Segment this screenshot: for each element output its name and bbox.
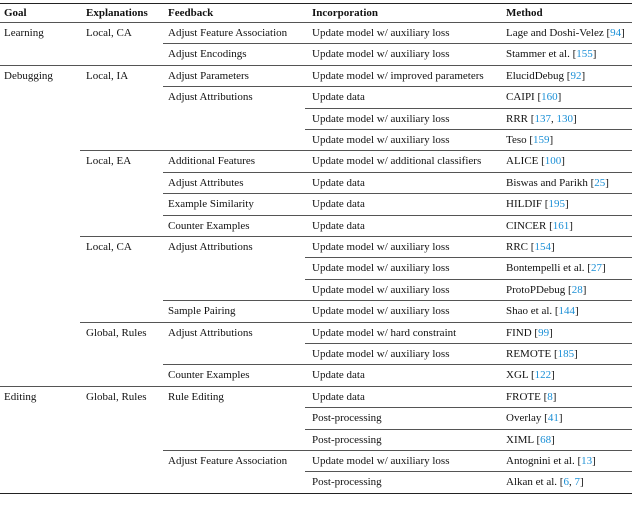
- incorporation-cell: Post-processing: [312, 412, 382, 425]
- method-cell: FIND [99]: [506, 326, 553, 339]
- column-header: Goal: [4, 7, 27, 19]
- explanation-cell: Local, CA: [86, 241, 132, 253]
- table-rule: [0, 64, 632, 66]
- table-rule: [80, 150, 632, 152]
- feedback-cell: Adjust Attributions: [168, 326, 253, 339]
- method-cell: XGL [122]: [506, 369, 555, 382]
- feedback-cell: Adjust Attributions: [168, 91, 253, 104]
- table-rule: [0, 22, 632, 23]
- feedback-cell: Counter Examples: [168, 369, 250, 382]
- table-rule: [80, 236, 632, 237]
- incorporation-cell: Update data: [312, 369, 365, 382]
- table-rule: [163, 86, 632, 88]
- incorporation-cell: Update model w/ auxiliary loss: [312, 241, 450, 253]
- incorporation-cell: Update model w/ auxiliary loss: [312, 348, 450, 360]
- method-cell: ElucidDebug [92]: [506, 69, 586, 82]
- table-rule: [0, 385, 632, 387]
- method-cell: ProtoPDebug [28]: [506, 283, 587, 296]
- goal-cell: Debugging: [4, 69, 53, 82]
- feedback-cell: Additional Features: [168, 155, 256, 168]
- table-rule: [80, 321, 632, 323]
- table-rule: [163, 193, 632, 195]
- table-rule: [163, 171, 632, 173]
- column-header: Method: [506, 7, 543, 19]
- method-cell: Antognini et al. [13]: [506, 455, 596, 467]
- incorporation-cell: Update data: [312, 176, 365, 189]
- table-rule: [163, 364, 632, 366]
- table-rule: [305, 257, 632, 259]
- column-header: Feedback: [168, 7, 214, 19]
- incorporation-cell: Update model w/ auxiliary loss: [312, 112, 450, 125]
- explanation-cell: Global, Rules: [86, 390, 147, 403]
- feedback-cell: Adjust Feature Association: [168, 27, 288, 39]
- method-cell: Shao et al. [144]: [506, 305, 579, 318]
- table-rule: [0, 3, 632, 5]
- incorporation-cell: Update model w/ auxiliary loss: [312, 283, 450, 296]
- incorporation-cell: Update data: [312, 198, 365, 211]
- method-cell: CAIPI [160]: [506, 91, 562, 104]
- goal-cell: Editing: [4, 390, 37, 403]
- method-cell: Stammer et al. [155]: [506, 48, 597, 61]
- feedback-cell: Sample Pairing: [168, 305, 236, 318]
- table-rule: [0, 492, 632, 495]
- feedback-cell: Counter Examples: [168, 219, 250, 232]
- table-rule: [305, 428, 632, 430]
- incorporation-cell: Update model w/ improved parameters: [312, 69, 484, 82]
- method-cell: Bontempelli et al. [27]: [506, 262, 606, 275]
- table-rule: [163, 43, 632, 45]
- method-cell: Lage and Doshi-Velez [94]: [506, 27, 625, 39]
- table-rule: [305, 129, 632, 130]
- table-rule: [305, 278, 632, 280]
- method-cell: RRC [154]: [506, 241, 555, 253]
- table-rule: [305, 343, 632, 344]
- incorporation-cell: Post-processing: [312, 433, 382, 446]
- feedback-cell: Example Similarity: [168, 198, 254, 211]
- method-cell: REMOTE [185]: [506, 348, 578, 360]
- table-rule: [305, 407, 632, 409]
- column-header: Incorporation: [312, 7, 378, 19]
- table-rule: [305, 471, 632, 473]
- method-cell: RRR [137, 130]: [506, 112, 577, 125]
- table-rule: [163, 450, 632, 451]
- method-cell: HILDIF [195]: [506, 198, 569, 211]
- incorporation-cell: Update model w/ auxiliary loss: [312, 27, 450, 39]
- explanation-cell: Local, CA: [86, 27, 132, 39]
- explanation-cell: Global, Rules: [86, 326, 147, 339]
- feedback-cell: Adjust Attributions: [168, 241, 253, 253]
- feedback-cell: Rule Editing: [168, 390, 224, 403]
- incorporation-cell: Update data: [312, 219, 365, 232]
- incorporation-cell: Update data: [312, 91, 365, 104]
- method-cell: XIML [68]: [506, 433, 555, 446]
- incorporation-cell: Update model w/ auxiliary loss: [312, 305, 450, 318]
- incorporation-cell: Update data: [312, 390, 365, 403]
- explanation-cell: Local, EA: [86, 155, 132, 168]
- method-cell: Alkan et al. [6, 7]: [506, 476, 584, 489]
- incorporation-cell: Update model w/ auxiliary loss: [312, 134, 450, 146]
- table-rule: [163, 300, 632, 302]
- method-cell: Teso [159]: [506, 134, 554, 146]
- table-rule: [305, 107, 632, 109]
- incorporation-cell: Update model w/ hard constraint: [312, 326, 457, 339]
- explanation-cell: Local, IA: [86, 69, 129, 82]
- incorporation-cell: Post-processing: [312, 476, 382, 489]
- method-cell: Biswas and Parikh [25]: [506, 176, 609, 189]
- feedback-cell: Adjust Parameters: [168, 69, 249, 82]
- method-cell: FROTE [8]: [506, 390, 557, 403]
- feedback-cell: Adjust Attributes: [168, 176, 244, 189]
- feedback-cell: Adjust Feature Association: [168, 455, 288, 467]
- feedback-cell: Adjust Encodings: [168, 48, 247, 61]
- table-rule: [163, 214, 632, 216]
- incorporation-cell: Update model w/ additional classifiers: [312, 155, 482, 168]
- goal-cell: Learning: [4, 27, 44, 39]
- method-cell: Overlay [41]: [506, 412, 563, 425]
- column-header: Explanations: [86, 7, 148, 19]
- incorporation-cell: Update model w/ auxiliary loss: [312, 262, 450, 275]
- method-cell: ALICE [100]: [506, 155, 565, 168]
- method-cell: CINCER [161]: [506, 219, 573, 232]
- incorporation-cell: Update model w/ auxiliary loss: [312, 455, 450, 467]
- incorporation-cell: Update model w/ auxiliary loss: [312, 48, 450, 61]
